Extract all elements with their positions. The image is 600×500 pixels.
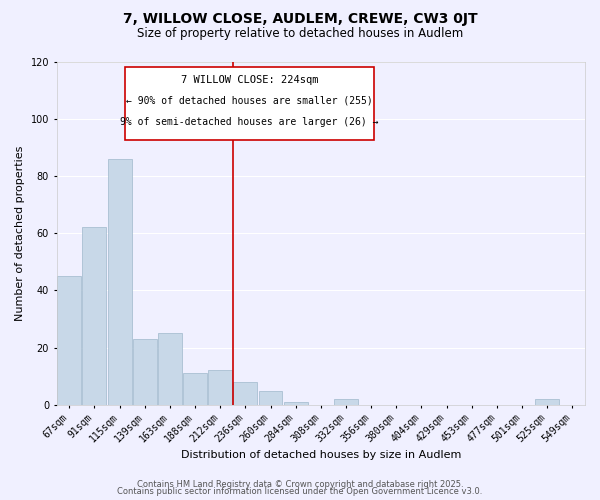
X-axis label: Distribution of detached houses by size in Audlem: Distribution of detached houses by size … bbox=[181, 450, 461, 460]
Bar bbox=[82, 228, 106, 405]
Bar bbox=[58, 276, 81, 405]
Bar bbox=[183, 374, 207, 405]
Y-axis label: Number of detached properties: Number of detached properties bbox=[15, 146, 25, 321]
Bar bbox=[233, 382, 257, 405]
Bar bbox=[133, 339, 157, 405]
Bar bbox=[208, 370, 232, 405]
Bar bbox=[259, 390, 283, 405]
Bar bbox=[535, 399, 559, 405]
FancyBboxPatch shape bbox=[125, 66, 374, 140]
Text: Contains public sector information licensed under the Open Government Licence v3: Contains public sector information licen… bbox=[118, 487, 482, 496]
Bar bbox=[284, 402, 308, 405]
Text: 7, WILLOW CLOSE, AUDLEM, CREWE, CW3 0JT: 7, WILLOW CLOSE, AUDLEM, CREWE, CW3 0JT bbox=[122, 12, 478, 26]
Text: ← 90% of detached houses are smaller (255): ← 90% of detached houses are smaller (25… bbox=[126, 95, 373, 105]
Text: Size of property relative to detached houses in Audlem: Size of property relative to detached ho… bbox=[137, 28, 463, 40]
Text: 7 WILLOW CLOSE: 224sqm: 7 WILLOW CLOSE: 224sqm bbox=[181, 75, 318, 85]
Text: 9% of semi-detached houses are larger (26) →: 9% of semi-detached houses are larger (2… bbox=[120, 118, 379, 128]
Bar bbox=[107, 159, 131, 405]
Text: Contains HM Land Registry data © Crown copyright and database right 2025.: Contains HM Land Registry data © Crown c… bbox=[137, 480, 463, 489]
Bar bbox=[158, 334, 182, 405]
Bar bbox=[334, 399, 358, 405]
